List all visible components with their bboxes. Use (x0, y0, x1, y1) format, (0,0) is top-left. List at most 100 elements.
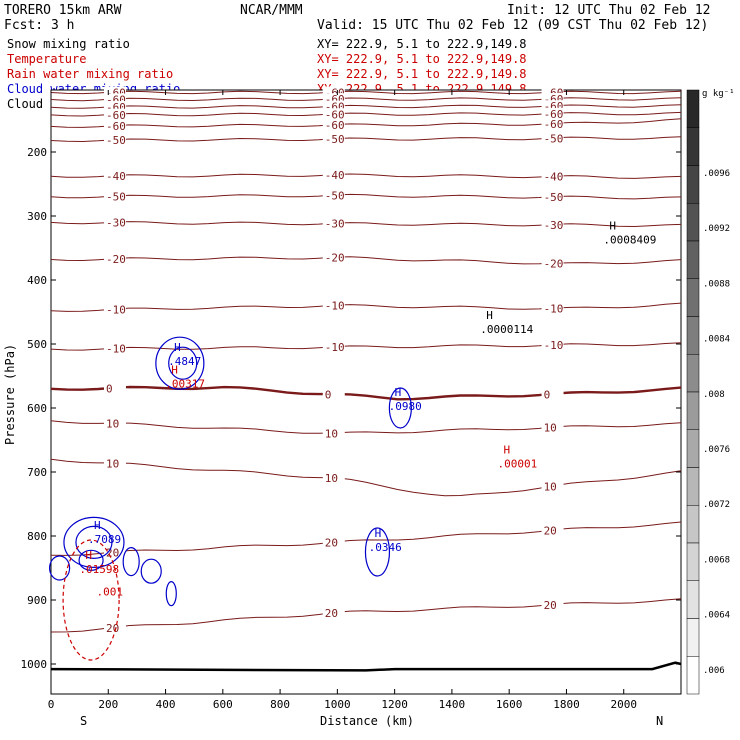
colorbar-swatch (686, 542, 700, 581)
valid-time: Valid: 15 UTC Thu 02 Feb 12 (09 CST Thu … (317, 18, 708, 33)
contour-label-bg (322, 108, 345, 121)
legend-xy: XY= 222.9, 5.1 to 222.9,149.8 (317, 67, 527, 81)
cloud-water-contour (122, 546, 140, 577)
contour-label-bg (541, 218, 564, 231)
legend-label: Rain water mixing ratio (7, 67, 173, 81)
colorbar-swatch (686, 391, 700, 430)
temperature-contour-line (50, 256, 682, 265)
x-tick-label: 1800 (553, 698, 580, 711)
contour-label: -10 (106, 304, 126, 317)
cloud-water-contour (75, 525, 113, 560)
colorbar-tick-label: .0072 (703, 500, 730, 510)
high-marker: H (395, 386, 402, 399)
contour-label: -20 (106, 253, 126, 266)
contour-label-bg (541, 257, 564, 270)
contour-label-bg (322, 169, 345, 182)
cloud-water-contour (155, 336, 205, 390)
y-tick-label: 500 (27, 338, 47, 351)
temperature-contour-line (50, 420, 682, 434)
x-tick-label: 600 (213, 698, 233, 711)
contour-label: -50 (544, 191, 564, 204)
temperature-contour-line (50, 97, 682, 102)
high-marker: H (486, 309, 493, 322)
contour-label-bg (322, 427, 345, 440)
contour-label: -60 (544, 108, 564, 121)
colorbar-swatch (686, 316, 700, 355)
colorbar-swatch (686, 429, 700, 468)
terrain-surface-line (50, 661, 682, 672)
temperature-contour-line (50, 342, 682, 351)
contour-label-bg (541, 480, 564, 493)
contour-label-bg (322, 607, 345, 620)
legend-xy: XY= 222.9, 5.1 to 222.9,149.8 (317, 52, 527, 66)
rain-water-contour (62, 539, 120, 661)
legend-label: Temperature (7, 52, 86, 66)
x-axis-label: Distance (km) (320, 714, 414, 728)
contour-label: -60 (544, 118, 564, 131)
contour-label: 20 (325, 607, 338, 620)
contour-label-bg (541, 107, 564, 120)
contour-label: -50 (325, 133, 345, 146)
y-tick-label: 700 (27, 466, 47, 479)
contour-label-bg (104, 108, 126, 121)
high-marker: H (85, 549, 92, 562)
contour-label-bg (104, 170, 126, 183)
contour-label: -10 (325, 341, 345, 354)
colorbar-tick-label: .0064 (703, 611, 730, 621)
temperature-contour-line (50, 302, 682, 312)
contour-label: -60 (325, 119, 345, 132)
contour-label: 0 (325, 388, 332, 401)
contour-label: -40 (544, 171, 564, 184)
contour-label: 20 (106, 546, 119, 559)
contour-label-bg (322, 299, 345, 312)
south-marker: S (80, 714, 87, 728)
temperature-contour-line (50, 90, 682, 95)
contour-label: 20 (544, 524, 557, 537)
temperature-contour-line (50, 111, 682, 117)
high-marker: H (171, 364, 178, 377)
extrema-value: .7089 (88, 533, 121, 546)
contour-label: -60 (325, 108, 345, 121)
contour-label-bg (541, 132, 564, 145)
axes: 0 200 400 600 800 1000 1200 1400 1600 1800 2000200… (21, 90, 681, 711)
x-tick-label: 1600 (496, 698, 523, 711)
cloud-water-contour (140, 558, 162, 584)
contour-label-bg (104, 253, 126, 266)
contour-label-bg (322, 388, 345, 401)
model-title: TORERO 15km ARW (4, 3, 122, 18)
colorbar-tick-label: .0068 (703, 555, 730, 565)
extrema-annotations: H.0008409H.0000114H.4847H.00317H.0980H.0… (79, 220, 656, 599)
contour-label: -50 (106, 191, 126, 204)
contour-label: -20 (544, 258, 564, 271)
extrema-value: .00317 (165, 378, 205, 391)
contour-label-bg (541, 421, 564, 434)
colorbar-tick-label: .0076 (703, 445, 730, 455)
x-tick-label: 2000 (610, 698, 637, 711)
contour-label: 0 (544, 388, 551, 401)
extrema-value: .0346 (369, 541, 402, 554)
cloud-water-contour (364, 527, 391, 577)
x-tick-label: 0 (48, 698, 55, 711)
colorbar-swatch (686, 89, 700, 128)
contour-label-bg (104, 120, 126, 133)
contour-label-bg (104, 382, 126, 395)
contour-label-bg (104, 417, 126, 430)
contour-label: -20 (325, 252, 345, 265)
contour-label: -10 (544, 303, 564, 316)
colorbar-tick-label: .0088 (703, 279, 730, 289)
temperature-contour-line (50, 193, 682, 200)
y-tick-label: 200 (27, 146, 47, 159)
extrema-value: .0980 (389, 400, 422, 413)
contour-label-bg (322, 119, 345, 132)
colorbar: .0096 .0092 .0088 .0084 .008 .0076 .0072 .0068.… (686, 89, 730, 695)
x-tick-label: 200 (98, 698, 118, 711)
forecast-hour: Fcst: 3 h (4, 18, 74, 33)
colorbar-swatch (686, 580, 700, 619)
contour-label: -10 (106, 343, 126, 356)
x-tick-label: 1000 (324, 698, 351, 711)
contour-label: -10 (544, 339, 564, 352)
contour-label: -10 (325, 300, 345, 313)
contour-label-bg (322, 536, 345, 549)
contour-label: -40 (325, 169, 345, 182)
